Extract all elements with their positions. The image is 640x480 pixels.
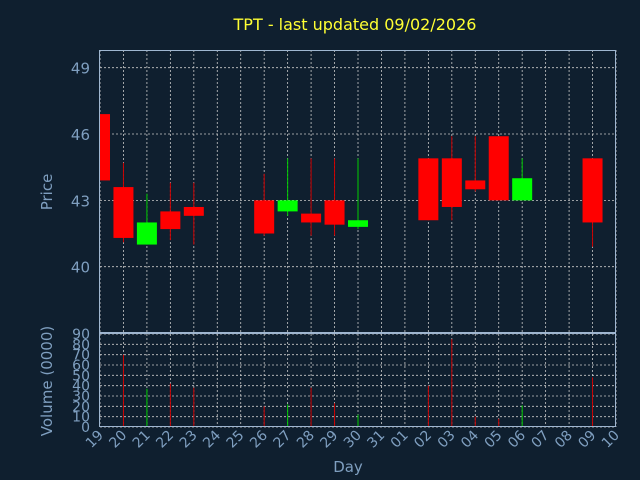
- candle-body: [418, 158, 439, 221]
- x-ticks: 19 20 21 22 23 24 25 26 27 28 29 30 31 01 02 03 04 05 06 07…: [83, 427, 623, 451]
- price-tick-label: 40: [71, 259, 90, 277]
- x-tick-label: 21: [130, 428, 154, 452]
- volume-tick-label: 20: [72, 399, 90, 415]
- volume-tick-label: 90: [72, 327, 90, 343]
- x-axis-label: Day: [333, 458, 363, 476]
- volume-tick-label: 50: [72, 368, 90, 384]
- price-ticks: 40 43 46 49: [71, 60, 90, 277]
- volume-tick-label: 80: [72, 337, 90, 353]
- volume-tick-label: 0: [81, 420, 90, 436]
- x-tick-label: 24: [200, 427, 224, 451]
- price-tick-label: 46: [71, 126, 90, 144]
- x-tick-label: 06: [505, 427, 529, 451]
- candle-body: [441, 158, 462, 207]
- volume-axis-label: Volume (0000): [38, 326, 56, 436]
- volume-tick-label: 10: [72, 410, 90, 426]
- candle-body: [183, 206, 204, 216]
- x-tick-label: 09: [575, 428, 599, 452]
- price-frame: [99, 50, 616, 333]
- candle-body: [512, 178, 533, 201]
- candle-body: [160, 211, 181, 230]
- price-axis-label: Price: [38, 174, 56, 211]
- x-tick-label: 04: [458, 427, 482, 451]
- candle-body: [136, 222, 157, 245]
- x-tick-label: 20: [106, 428, 130, 452]
- candle-body: [301, 213, 322, 223]
- candle-body: [488, 136, 509, 201]
- candle-body: [254, 200, 275, 234]
- x-tick-label: 22: [153, 428, 177, 452]
- x-tick-label: 26: [247, 427, 271, 451]
- candle-body: [113, 187, 134, 238]
- volume-tick-label: 40: [72, 379, 90, 395]
- candle-body: [348, 220, 368, 227]
- price-tick-label: 49: [71, 60, 90, 78]
- price-tick-label: 43: [71, 192, 90, 210]
- x-tick-label: 02: [411, 428, 435, 452]
- volume-tick-label: 30: [72, 389, 90, 405]
- x-tick-label: 08: [552, 428, 576, 452]
- x-tick-label: 25: [224, 428, 248, 452]
- x-tick-label: 10: [599, 428, 623, 452]
- volume-grid: [99, 333, 617, 428]
- x-tick-label: 03: [435, 428, 459, 452]
- x-tick-label: 05: [482, 428, 506, 452]
- volume-bars: [122, 339, 594, 427]
- chart-title: TPT - last updated 09/02/2026: [233, 15, 477, 34]
- candles: [99, 114, 603, 247]
- candle-body: [100, 114, 110, 181]
- candle-body: [582, 158, 603, 223]
- x-tick-label: 30: [341, 428, 365, 452]
- candle-body: [324, 200, 345, 225]
- volume-tick-label: 60: [72, 358, 90, 374]
- x-tick-label: 27: [271, 428, 295, 452]
- volume-frame: [99, 333, 616, 427]
- candle-body: [277, 200, 298, 212]
- x-tick-label: 07: [529, 428, 553, 452]
- x-tick-label: 31: [364, 428, 388, 452]
- x-tick-label: 28: [294, 428, 318, 452]
- candle-body: [465, 180, 486, 190]
- x-tick-label: 01: [388, 428, 412, 452]
- x-tick-label: 23: [177, 428, 201, 452]
- volume-tick-label: 70: [72, 348, 90, 364]
- x-tick-label: 29: [317, 428, 341, 452]
